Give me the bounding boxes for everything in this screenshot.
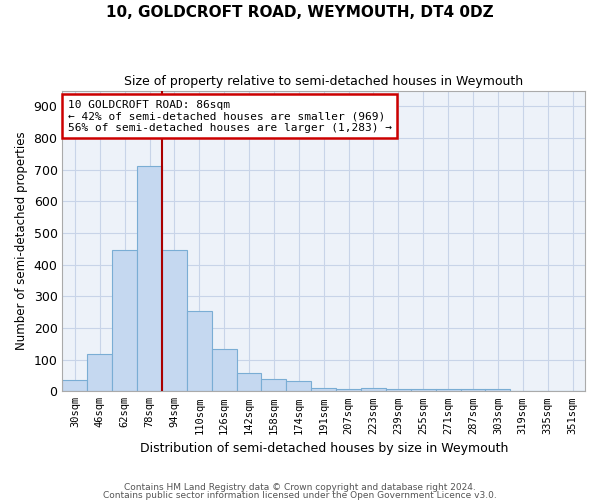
Bar: [336, 389, 361, 392]
Bar: [286, 381, 311, 392]
Text: Contains HM Land Registry data © Crown copyright and database right 2024.: Contains HM Land Registry data © Crown c…: [124, 484, 476, 492]
Bar: [311, 388, 336, 392]
Bar: [386, 389, 411, 392]
Bar: [112, 250, 137, 392]
Text: 10, GOLDCROFT ROAD, WEYMOUTH, DT4 0DZ: 10, GOLDCROFT ROAD, WEYMOUTH, DT4 0DZ: [106, 5, 494, 20]
Y-axis label: Number of semi-detached properties: Number of semi-detached properties: [15, 132, 28, 350]
X-axis label: Distribution of semi-detached houses by size in Weymouth: Distribution of semi-detached houses by …: [140, 442, 508, 455]
Bar: [187, 310, 212, 392]
Bar: [88, 354, 112, 392]
Bar: [436, 389, 461, 392]
Bar: [236, 374, 262, 392]
Bar: [137, 166, 162, 392]
Bar: [461, 389, 485, 392]
Bar: [411, 390, 436, 392]
Bar: [361, 388, 386, 392]
Bar: [262, 378, 286, 392]
Bar: [62, 380, 88, 392]
Bar: [162, 250, 187, 392]
Bar: [485, 389, 511, 392]
Text: Contains public sector information licensed under the Open Government Licence v3: Contains public sector information licen…: [103, 490, 497, 500]
Title: Size of property relative to semi-detached houses in Weymouth: Size of property relative to semi-detach…: [124, 75, 523, 88]
Text: 10 GOLDCROFT ROAD: 86sqm
← 42% of semi-detached houses are smaller (969)
56% of : 10 GOLDCROFT ROAD: 86sqm ← 42% of semi-d…: [68, 100, 392, 133]
Bar: [212, 349, 236, 392]
